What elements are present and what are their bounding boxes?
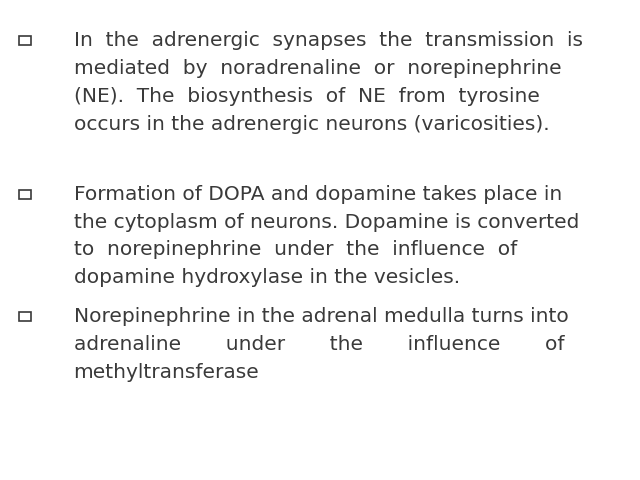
Text: the cytoplasm of neurons. Dopamine is converted: the cytoplasm of neurons. Dopamine is co… [74,213,579,232]
Text: dopamine hydroxylase in the vesicles.: dopamine hydroxylase in the vesicles. [74,268,460,288]
Bar [19,312,31,322]
Text: methyltransferase: methyltransferase [74,363,259,382]
Text: Norepinephrine in the adrenal medulla turns into: Norepinephrine in the adrenal medulla tu… [74,307,568,326]
Text: mediated  by  noradrenaline  or  norepinephrine: mediated by noradrenaline or norepinephr… [74,59,561,78]
Text: to  norepinephrine  under  the  influence  of: to norepinephrine under the influence of [74,240,517,260]
Bar [19,36,31,46]
Text: adrenaline       under       the       influence       of: adrenaline under the influence of [74,335,564,354]
Bar [19,190,31,199]
Text: Formation of DOPA and dopamine takes place in: Formation of DOPA and dopamine takes pla… [74,185,562,204]
Text: occurs in the adrenergic neurons (varicosities).: occurs in the adrenergic neurons (varico… [74,115,549,134]
Text: (NE).  The  biosynthesis  of  NE  from  tyrosine: (NE). The biosynthesis of NE from tyrosi… [74,87,540,106]
Text: In  the  adrenergic  synapses  the  transmission  is: In the adrenergic synapses the transmiss… [74,31,582,50]
